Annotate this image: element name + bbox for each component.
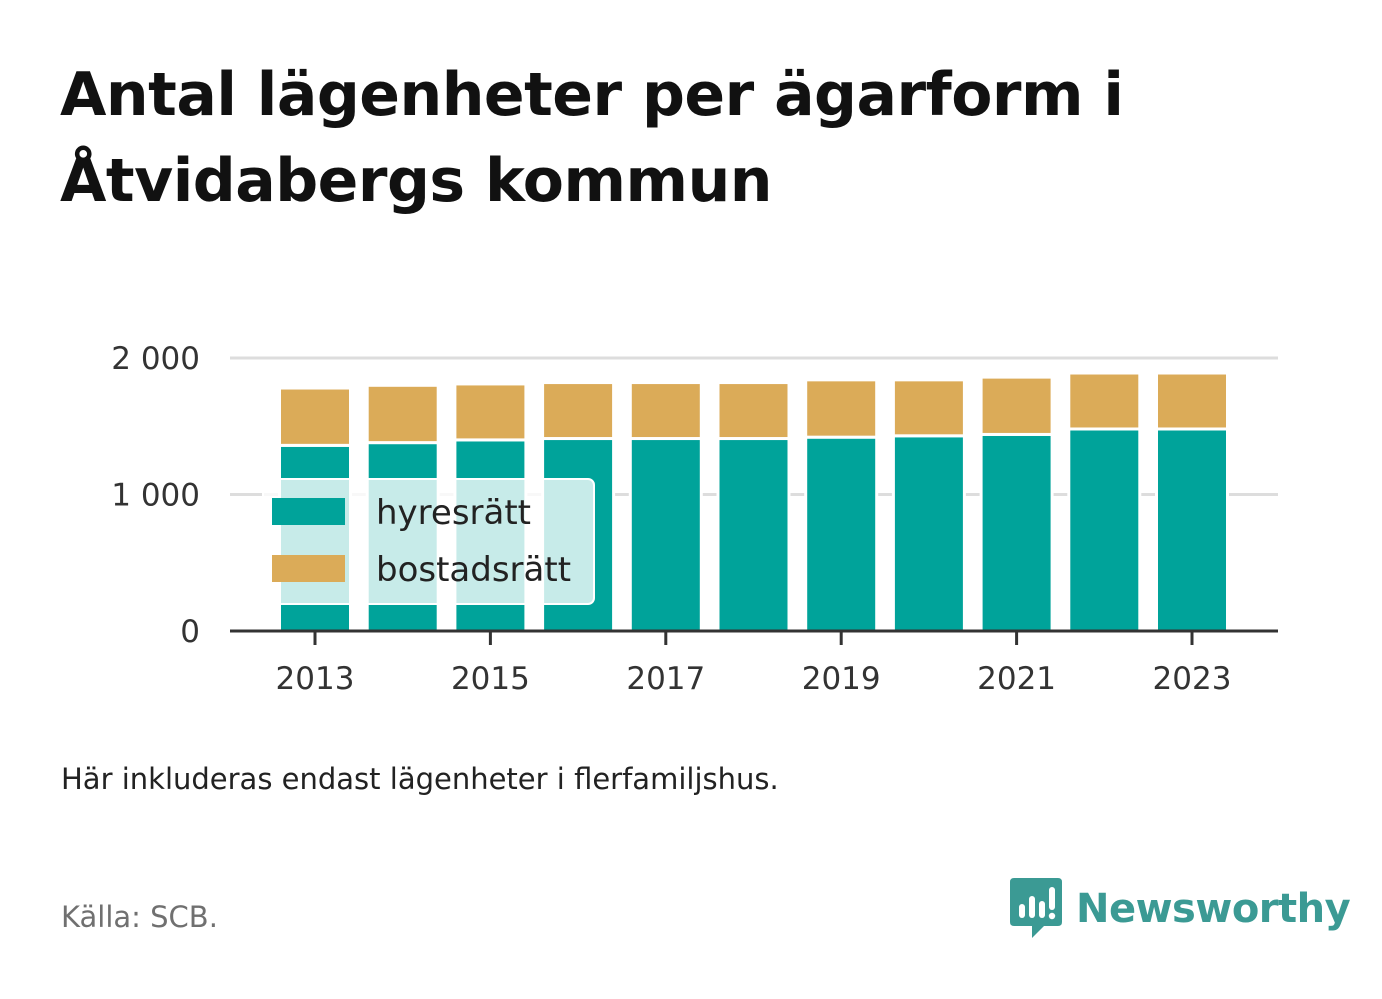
bar-hyresratt <box>1155 427 1229 633</box>
x-axis-tick-labels: 2013 2015 2017 2019 2021 2023 <box>276 661 1232 697</box>
legend-swatch-bostadsratt <box>272 555 345 582</box>
bar-bostadsratt <box>628 381 703 441</box>
bar-hyresratt <box>891 434 966 633</box>
legend-label: bostadsrätt <box>376 550 571 590</box>
chart-title: Antal lägenheter per ägarform i Åtvidabe… <box>60 60 1124 216</box>
brand-name: Newsworthy <box>1076 886 1351 932</box>
bar-hyresratt <box>628 437 703 633</box>
y-tick-label: 0 <box>180 614 200 650</box>
bar-hyresratt <box>716 437 791 633</box>
bar-bostadsratt <box>891 378 966 438</box>
chart-source: Källa: SCB. <box>61 900 218 934</box>
y-tick-label: 2 000 <box>111 341 200 377</box>
y-tick-label: 1 000 <box>111 478 200 514</box>
x-tick-label: 2015 <box>451 661 530 697</box>
bar-hyresratt <box>979 432 1054 633</box>
bar-bostadsratt <box>716 381 791 441</box>
bar-bostadsratt <box>453 382 528 442</box>
bar-bostadsratt <box>804 378 879 439</box>
x-tick-label: 2023 <box>1153 661 1232 697</box>
x-tick-label: 2013 <box>276 661 355 697</box>
bar-bostadsratt <box>365 383 440 445</box>
chart-note: Här inkluderas endast lägenheter i flerf… <box>61 762 779 796</box>
bar-bostadsratt <box>1155 371 1229 431</box>
x-tick-label: 2019 <box>802 661 881 697</box>
chart-plot: 0 1 000 2 000 2013 2015 2017 2019 2021 2023 hyr… <box>111 341 1278 697</box>
bar-hyresratt <box>804 435 879 633</box>
brand-logo: Newsworthy <box>1010 878 1351 940</box>
bar-hyresratt <box>1067 427 1142 633</box>
legend-label: hyresrätt <box>376 493 531 533</box>
legend-box <box>262 478 595 605</box>
bars <box>278 371 1229 633</box>
legend: hyresrätt bostadsrätt <box>262 478 595 605</box>
bar-bostadsratt <box>541 381 616 441</box>
legend-swatch-hyresratt <box>272 498 345 525</box>
bar-bostadsratt <box>1067 371 1142 431</box>
y-axis-tick-labels: 0 1 000 2 000 <box>111 341 200 650</box>
bar-bostadsratt <box>278 386 352 447</box>
x-tick-label: 2021 <box>977 661 1056 697</box>
x-axis <box>230 629 1278 645</box>
x-tick-label: 2017 <box>626 661 705 697</box>
bar-bostadsratt <box>979 375 1054 436</box>
newsworthy-logo-icon <box>1010 878 1062 938</box>
